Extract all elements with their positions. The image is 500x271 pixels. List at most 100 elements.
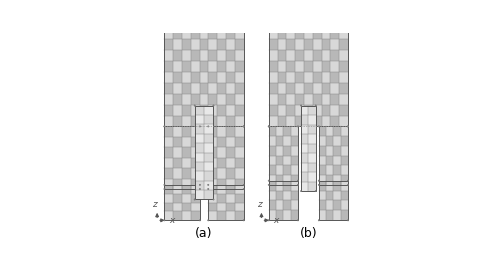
Bar [204, 106, 214, 115]
Bar [319, 181, 326, 191]
Bar [295, 83, 304, 94]
Bar [208, 168, 217, 179]
Bar [330, 61, 340, 72]
Bar [191, 105, 200, 115]
Bar [182, 168, 191, 179]
Bar [278, 39, 286, 50]
Bar [341, 175, 348, 185]
Circle shape [268, 220, 270, 221]
Bar [164, 28, 244, 126]
Bar [286, 115, 295, 126]
Bar [235, 137, 244, 147]
Bar [204, 143, 214, 153]
Bar [319, 210, 326, 220]
Bar [286, 61, 295, 72]
Bar [286, 105, 295, 115]
Text: x: x [169, 217, 174, 225]
Bar [226, 179, 235, 189]
Bar [276, 181, 283, 191]
Bar [174, 168, 182, 179]
Circle shape [208, 184, 209, 185]
Bar [330, 39, 340, 50]
Bar [295, 115, 304, 126]
Bar [295, 50, 304, 61]
Bar [308, 144, 316, 153]
Bar [173, 39, 182, 50]
Bar [174, 194, 182, 203]
Bar [174, 158, 182, 168]
Circle shape [318, 126, 320, 127]
Bar [235, 94, 244, 105]
Bar [218, 50, 226, 61]
Bar [164, 185, 173, 194]
Bar [208, 39, 218, 50]
Bar [182, 158, 191, 168]
Bar [295, 61, 304, 72]
Bar [218, 94, 226, 105]
Bar [173, 94, 182, 105]
Bar [194, 124, 204, 134]
Bar [164, 61, 173, 72]
Bar [204, 115, 214, 124]
Bar [182, 211, 191, 220]
Bar [226, 137, 235, 147]
Bar [235, 179, 244, 189]
Bar [174, 179, 182, 189]
Bar [182, 72, 191, 83]
Bar [301, 134, 308, 144]
Bar [164, 126, 173, 137]
Bar [319, 201, 326, 210]
Bar [276, 136, 283, 146]
Bar [204, 153, 214, 162]
Bar [208, 158, 217, 168]
Bar [278, 94, 286, 105]
Circle shape [208, 188, 209, 190]
Bar [322, 83, 330, 94]
Circle shape [318, 180, 320, 181]
Bar [217, 126, 226, 137]
Bar [340, 72, 348, 83]
Bar [313, 105, 322, 115]
Bar [269, 72, 278, 83]
Bar [322, 28, 330, 39]
Bar [173, 61, 182, 72]
Bar [304, 105, 313, 115]
Bar [226, 94, 235, 105]
Bar [313, 61, 322, 72]
Bar [334, 136, 341, 146]
Bar [278, 105, 286, 115]
Bar [235, 28, 244, 39]
Bar [295, 94, 304, 105]
Bar [290, 136, 298, 146]
Bar [341, 210, 348, 220]
Bar [269, 136, 276, 146]
Bar [235, 168, 244, 179]
Bar [191, 203, 200, 211]
Circle shape [243, 28, 244, 29]
Bar [276, 201, 283, 210]
Bar [269, 115, 278, 126]
Circle shape [243, 126, 244, 127]
Bar [182, 39, 191, 50]
Bar [319, 191, 326, 201]
Circle shape [164, 126, 165, 127]
Bar [218, 115, 226, 126]
Bar [191, 72, 200, 83]
Bar [278, 61, 286, 72]
Bar [235, 39, 244, 50]
Bar [308, 172, 316, 182]
Bar [182, 115, 191, 126]
Circle shape [268, 126, 270, 127]
Bar [191, 194, 200, 203]
Bar [235, 72, 244, 83]
Bar [334, 201, 341, 210]
Bar [173, 72, 182, 83]
Bar [313, 72, 322, 83]
Bar [182, 179, 191, 189]
Bar [330, 94, 340, 105]
Bar [341, 136, 348, 146]
Bar [226, 28, 235, 39]
Bar [340, 28, 348, 39]
Bar [208, 147, 217, 158]
Bar [204, 181, 214, 190]
